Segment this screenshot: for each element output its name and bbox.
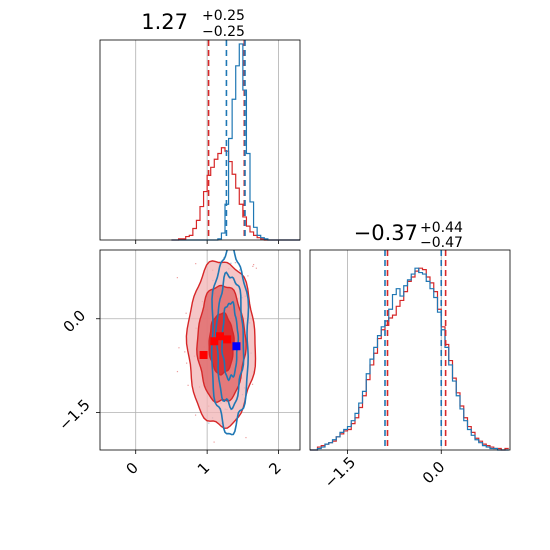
sample-point [176, 370, 179, 373]
param1-grid [135, 40, 279, 244]
sample-point [229, 248, 230, 249]
sample-point [214, 482, 215, 483]
param2-histogram-panel: −1.5 0.0 −0.37 +0.44 −0.47 [309, 220, 511, 492]
marker [199, 351, 208, 359]
sample-point [194, 414, 197, 416]
param2-grid [347, 250, 442, 450]
param1-title: 1.27 +0.25 −0.25 [141, 8, 245, 40]
param2-histograms [310, 267, 509, 451]
y-tick-label: 0.0 [60, 306, 90, 336]
param1-histogram-panel: 1.27 +0.25 −0.25 [99, 8, 301, 244]
sample-point [216, 220, 217, 221]
sample-point [238, 269, 241, 271]
sample-point [222, 202, 223, 203]
y-tick-label: −1.5 [55, 396, 93, 434]
param2-title-plus: +0.44 [420, 220, 463, 236]
sample-point [245, 436, 247, 439]
param2-quantile-lines [384, 250, 447, 450]
marker [223, 335, 232, 344]
joint-x-ticks: 0 1 2 [122, 450, 285, 478]
param2-frame [309, 249, 511, 451]
sample-point [208, 422, 210, 424]
param1-frame [99, 39, 301, 241]
contour-level [221, 300, 240, 382]
sample-point [252, 265, 254, 267]
param2-title-minus: −0.47 [420, 235, 463, 251]
marker [210, 337, 219, 346]
sample-point [252, 263, 255, 266]
sample-point [234, 262, 236, 264]
param1-quantile-lines [207, 40, 246, 240]
sample-point [176, 277, 178, 279]
param1-title-plus: +0.25 [202, 8, 245, 24]
sample-point [255, 267, 257, 269]
param1-title-minus: −0.25 [202, 24, 245, 40]
sample-point [213, 236, 214, 237]
histogram-series [310, 267, 509, 451]
x-tick-label: −1.5 [321, 453, 359, 491]
sample-point [213, 441, 215, 443]
sample-point [223, 257, 225, 259]
sample-point [185, 312, 187, 314]
param2-title-value: −0.37 [354, 221, 418, 245]
marker [232, 342, 241, 351]
marker [216, 332, 224, 341]
param1-histograms [171, 43, 300, 241]
joint-markers [199, 332, 241, 359]
sample-point [187, 384, 189, 386]
histogram-series [171, 43, 300, 241]
histogram-series [171, 147, 300, 241]
sample-point [184, 351, 186, 353]
param2-title: −0.37 +0.44 −0.47 [354, 220, 463, 251]
sample-point [247, 275, 249, 277]
sample-point [251, 383, 254, 385]
param2-x-ticks: −1.5 0.0 [321, 450, 449, 492]
x-tick-label: 0.0 [419, 458, 449, 488]
x-tick-label: 2 [265, 459, 284, 478]
x-tick-label: 0 [122, 459, 141, 478]
sample-point [195, 263, 197, 265]
histogram-series [310, 267, 509, 451]
sample-point [230, 262, 232, 264]
joint-contours [176, 202, 257, 483]
x-tick-label: 1 [194, 459, 213, 478]
sample-point [186, 362, 188, 364]
sample-point [178, 347, 180, 349]
joint-panel: 0 1 2 0.0 −1.5 [55, 202, 301, 483]
sample-point [231, 248, 232, 249]
joint-y-ticks: 0.0 −1.5 [55, 306, 100, 434]
param1-title-value: 1.27 [141, 10, 188, 34]
joint-frame [99, 249, 301, 451]
